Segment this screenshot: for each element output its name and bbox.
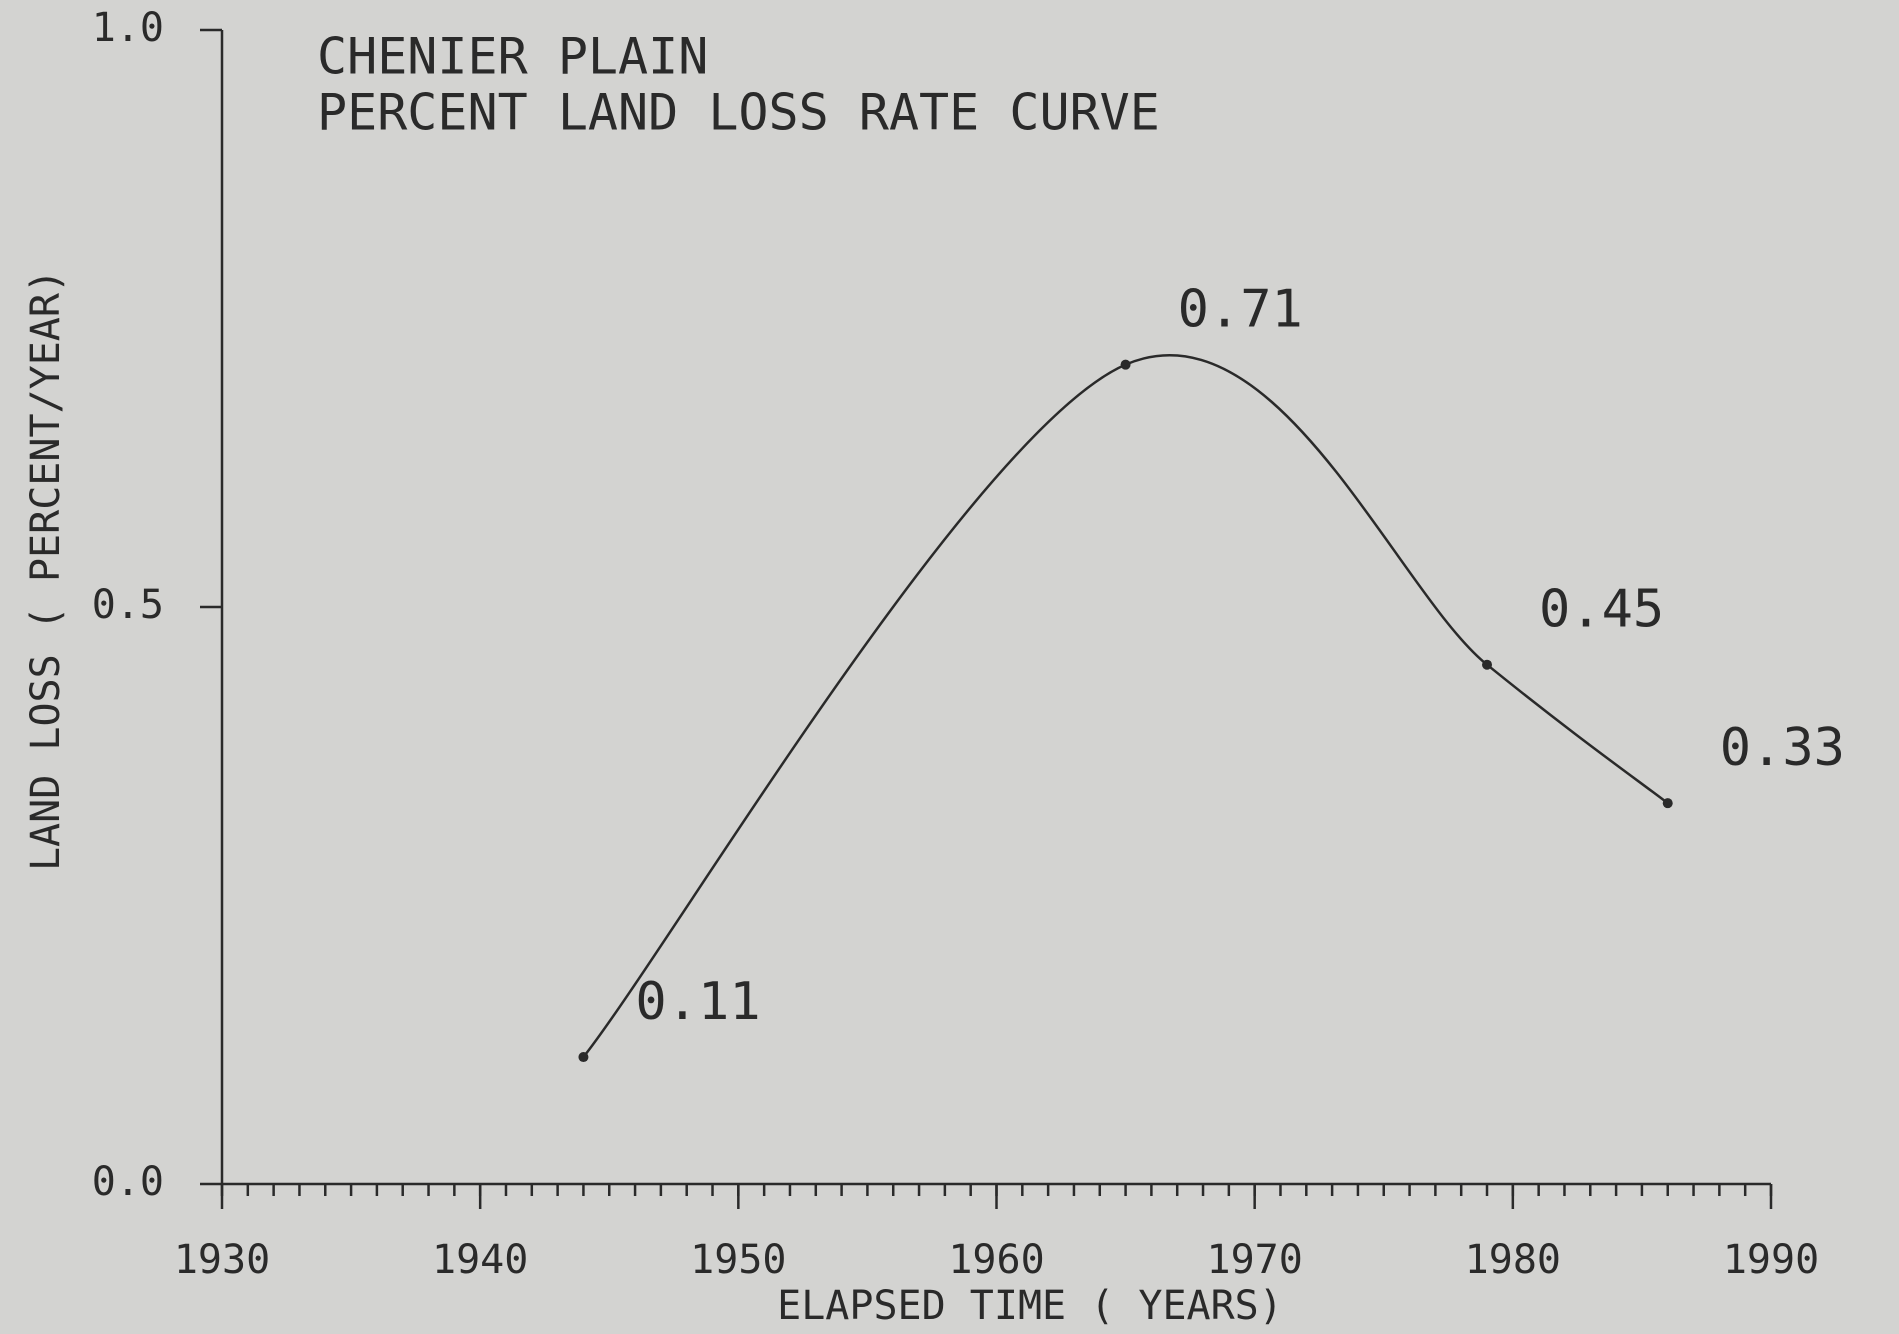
x-tick-label: 1990: [1723, 1237, 1819, 1283]
point: [1482, 659, 1493, 670]
y-axis-label: LAND LOSS ( PERCENT/YEAR): [23, 269, 69, 871]
data-label: 0.71: [1178, 280, 1303, 340]
point: [1662, 798, 1673, 809]
line: [582, 354, 1669, 1058]
x-tick-label: 1950: [690, 1237, 786, 1283]
x-tick-label: 1940: [432, 1237, 528, 1283]
chart-title: CHENIER PLAIN: [317, 28, 708, 86]
y-tick-label: 1.0: [92, 5, 164, 51]
point: [578, 1052, 589, 1063]
y-tick-label: 0.5: [92, 582, 164, 628]
x-tick-label: 1960: [948, 1237, 1044, 1283]
x-axis-label: ELAPSED TIME ( YEARS): [777, 1283, 1283, 1329]
y-tick-label: 0.0: [92, 1159, 164, 1205]
point: [1120, 359, 1131, 370]
x-tick-label: 1980: [1465, 1237, 1561, 1283]
chart-subtitle: PERCENT LAND LOSS RATE CURVE: [317, 84, 1160, 142]
x-tick-label: 1930: [174, 1237, 270, 1283]
data-label: 0.11: [635, 972, 760, 1032]
x-tick-label: 1970: [1207, 1237, 1303, 1283]
data-label: 0.33: [1720, 718, 1845, 778]
data-label: 0.45: [1539, 580, 1664, 640]
